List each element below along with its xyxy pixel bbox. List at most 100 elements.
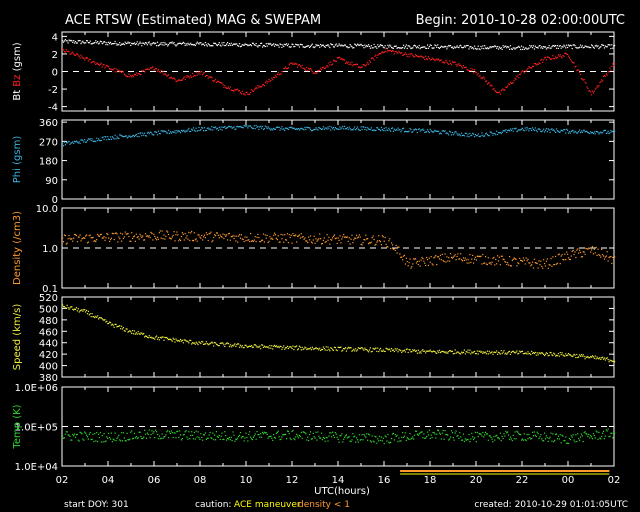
data-point (521, 260, 524, 262)
data-point (385, 127, 387, 129)
data-point (323, 67, 325, 69)
data-point (207, 437, 209, 439)
data-point (593, 131, 595, 133)
data-point (320, 43, 322, 46)
data-point (578, 437, 580, 440)
data-point (166, 336, 168, 339)
data-point (560, 55, 562, 58)
data-point (583, 251, 585, 253)
data-point (376, 127, 378, 129)
data-point (324, 127, 326, 129)
data-point (578, 356, 580, 358)
data-point (507, 352, 509, 354)
data-point (441, 130, 443, 132)
data-point (573, 439, 575, 441)
data-point (273, 43, 275, 45)
data-point (188, 75, 190, 77)
data-point (539, 352, 541, 354)
data-point (228, 345, 230, 348)
data-point (409, 54, 411, 56)
data-point (425, 55, 427, 57)
data-point (247, 239, 249, 241)
data-point (215, 81, 218, 84)
data-point (299, 65, 301, 67)
data-point (507, 45, 509, 48)
data-point (183, 76, 185, 78)
data-point (62, 145, 65, 147)
data-point (513, 438, 515, 440)
density-note: density < 1 (298, 500, 350, 510)
data-point (555, 44, 557, 47)
data-point (75, 434, 78, 436)
data-point (497, 351, 500, 353)
data-point (229, 126, 231, 128)
data-point (253, 43, 255, 46)
data-point (454, 131, 456, 133)
data-point (467, 133, 469, 135)
data-point (282, 44, 284, 46)
data-point (137, 44, 139, 46)
data-point (322, 66, 324, 68)
data-point (479, 136, 481, 138)
data-point (368, 45, 371, 48)
data-point (374, 55, 376, 57)
data-point (355, 44, 357, 46)
data-point (74, 141, 77, 143)
data-point (557, 54, 559, 56)
data-point (109, 136, 112, 138)
data-point (94, 140, 96, 142)
data-point (439, 254, 442, 256)
data-point (484, 434, 486, 436)
data-point (229, 239, 231, 241)
data-point (237, 241, 239, 243)
data-point (107, 323, 109, 325)
data-point (242, 347, 244, 349)
data-point (103, 319, 105, 321)
data-point (147, 42, 149, 44)
data-point (263, 128, 266, 130)
data-point (105, 440, 107, 442)
data-point (231, 44, 233, 47)
data-point (533, 62, 536, 65)
data-point (493, 88, 495, 90)
data-point (267, 42, 269, 45)
data-point (146, 68, 148, 70)
data-point (187, 76, 189, 78)
data-point (511, 48, 513, 51)
data-point (585, 247, 587, 249)
data-point (280, 43, 282, 46)
data-point (182, 129, 184, 132)
data-point (412, 131, 414, 133)
data-point (85, 57, 87, 59)
data-point (558, 131, 560, 133)
data-point (419, 265, 421, 267)
data-point (391, 127, 394, 129)
data-point (239, 46, 242, 48)
data-point (514, 77, 516, 80)
data-point (339, 435, 341, 437)
data-point (254, 128, 256, 130)
data-point (321, 44, 324, 46)
data-point (208, 44, 210, 46)
data-point (310, 241, 313, 243)
data-point (243, 44, 245, 46)
data-point (152, 337, 154, 339)
data-point (306, 45, 308, 47)
data-point (535, 46, 537, 49)
data-point (186, 436, 188, 438)
data-point (96, 42, 98, 44)
data-point (136, 437, 138, 439)
data-point (414, 430, 417, 432)
y-axis-label: Speed (km/s) (12, 304, 23, 371)
data-point (302, 46, 304, 48)
data-point (144, 336, 146, 338)
data-point (62, 237, 64, 239)
data-point (532, 267, 535, 269)
data-point (459, 134, 461, 136)
data-point (519, 46, 521, 48)
data-point (379, 347, 382, 350)
data-point (95, 40, 97, 42)
data-point (303, 129, 305, 131)
data-point (444, 45, 446, 47)
data-point (138, 332, 140, 335)
